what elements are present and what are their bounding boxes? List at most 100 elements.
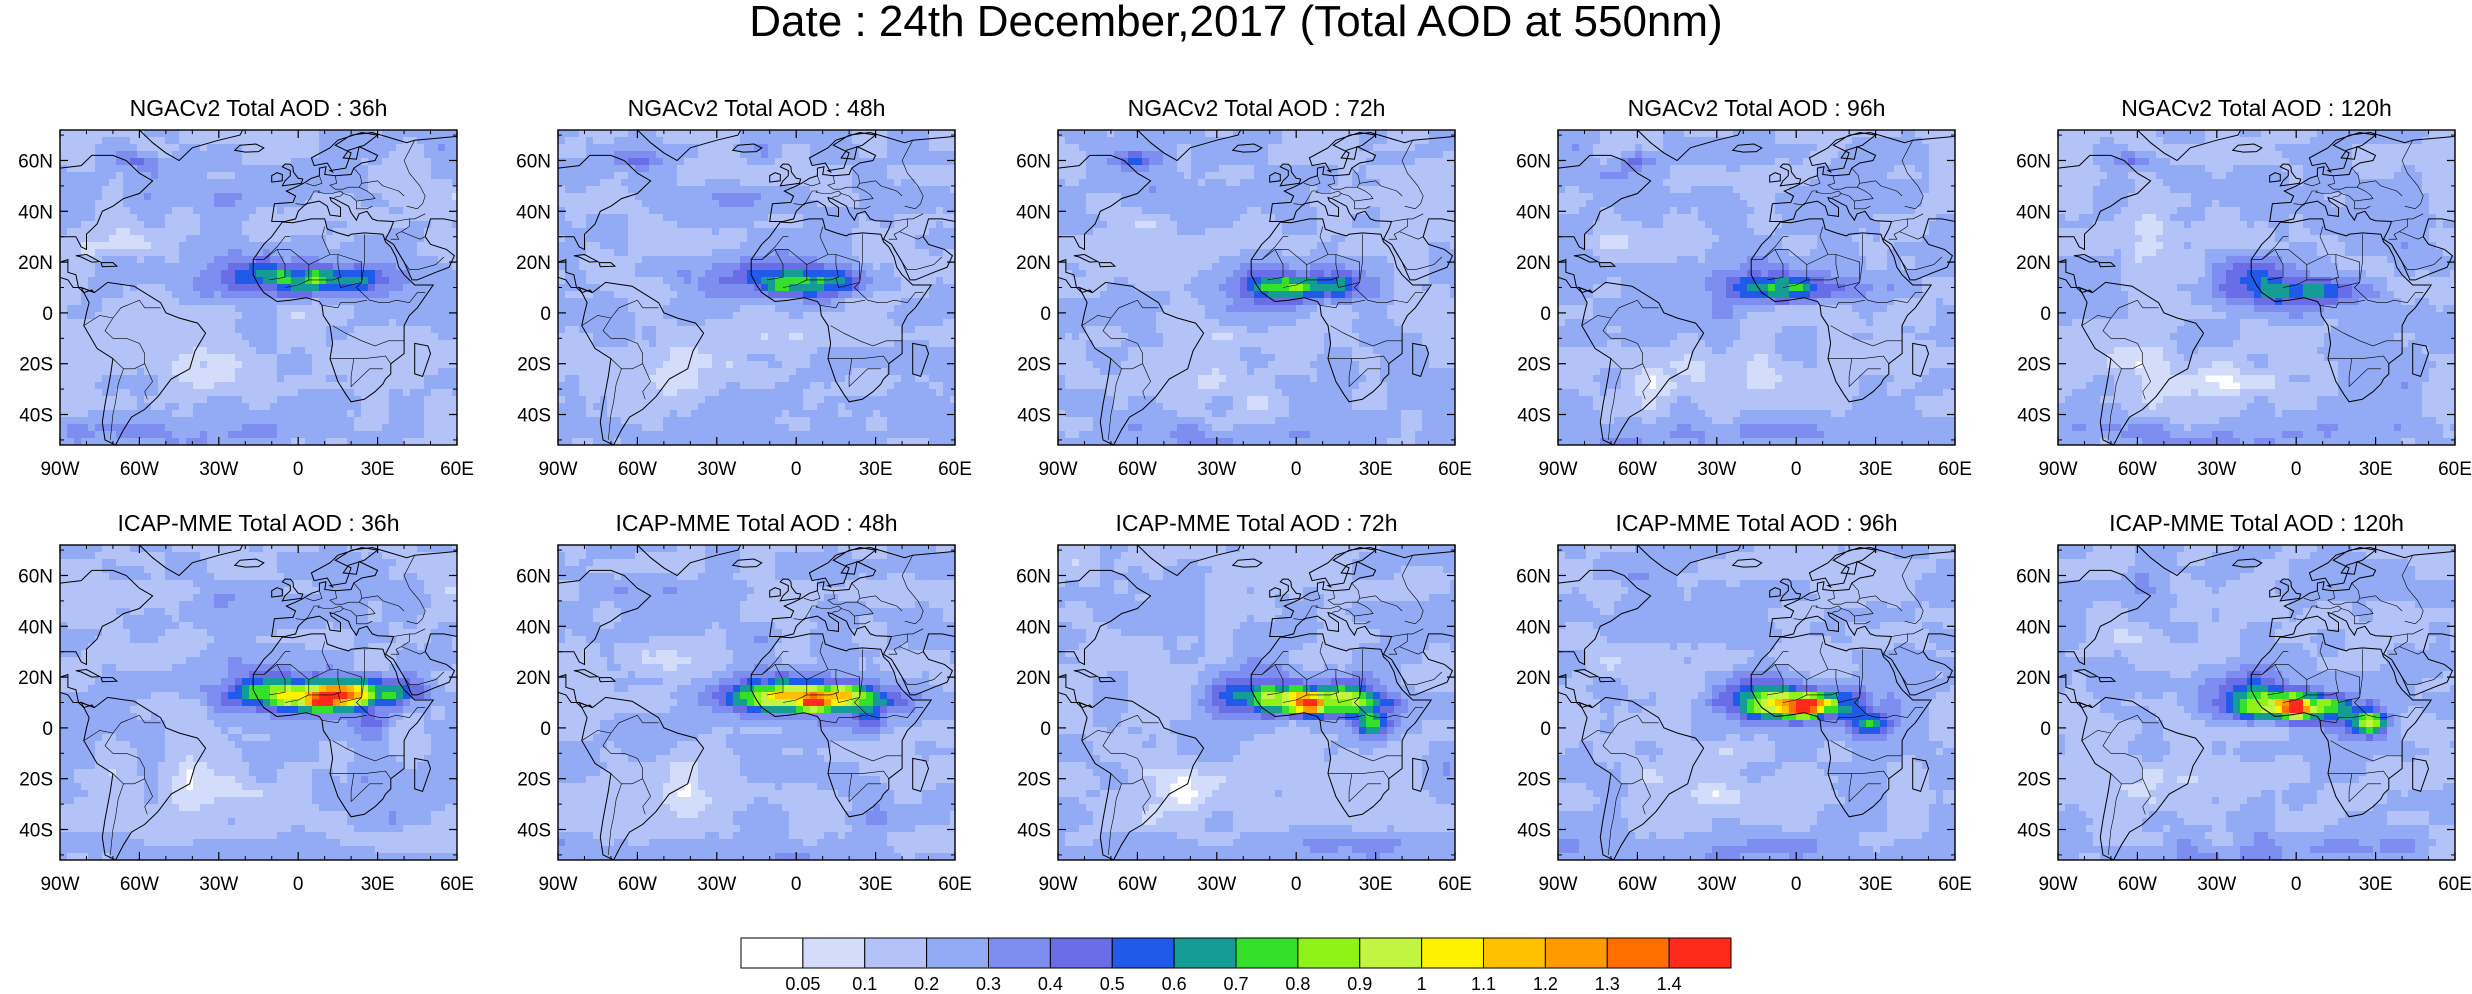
aod-cell [859, 158, 867, 166]
aod-cell [810, 165, 818, 173]
aod-cell [663, 228, 671, 236]
aod-cell [291, 179, 299, 187]
aod-cell [396, 172, 404, 180]
aod-cell [396, 340, 404, 348]
aod-cell [235, 137, 243, 145]
aod-cell [116, 340, 124, 348]
aod-cell [614, 368, 622, 376]
aod-cell [719, 319, 727, 327]
aod-cell [158, 312, 166, 320]
aod-cell [200, 165, 208, 173]
aod-cell [936, 256, 944, 264]
aod-cell [368, 242, 376, 250]
aod-cell [586, 151, 594, 159]
aod-cell [698, 340, 706, 348]
aod-cell [81, 277, 89, 285]
aod-cell [137, 144, 145, 152]
aod-cell [207, 326, 215, 334]
aod-cell [95, 284, 103, 292]
aod-cell [614, 165, 622, 173]
aod-cell [137, 130, 145, 138]
aod-cell [929, 403, 937, 411]
aod-cell [845, 263, 853, 271]
aod-cell [901, 270, 909, 278]
aod-cell [796, 158, 804, 166]
aod-cell [719, 347, 727, 355]
aod-cell [228, 375, 236, 383]
aod-cell [586, 403, 594, 411]
aod-cell [782, 137, 790, 145]
aod-cell [403, 235, 411, 243]
aod-cell [656, 179, 664, 187]
aod-cell [144, 431, 152, 439]
aod-cell [88, 214, 96, 222]
aod-cell [326, 179, 334, 187]
aod-cell [852, 249, 860, 257]
aod-cell [796, 270, 804, 278]
aod-cell [565, 270, 573, 278]
aod-cell [277, 270, 285, 278]
aod-cell [719, 312, 727, 320]
aod-cell [586, 326, 594, 334]
aod-cell [754, 312, 762, 320]
aod-cell [768, 221, 776, 229]
aod-cell [950, 291, 955, 299]
aod-cell [340, 277, 348, 285]
aod-cell [817, 263, 825, 271]
aod-cell [663, 319, 671, 327]
aod-cell [67, 284, 75, 292]
aod-cell [137, 221, 145, 229]
aod-cell [60, 291, 68, 299]
aod-cell [691, 179, 699, 187]
aod-cell [740, 165, 748, 173]
aod-cell [438, 256, 446, 264]
aod-cell [109, 305, 117, 313]
country-border [277, 249, 310, 288]
aod-cell [277, 375, 285, 383]
aod-cell [614, 361, 622, 369]
aod-cell [684, 207, 692, 215]
aod-cell [123, 172, 131, 180]
aod-cell [60, 319, 68, 327]
aod-cell [165, 410, 173, 418]
aod-cell [901, 221, 909, 229]
aod-cell [929, 354, 937, 362]
aod-cell [698, 347, 706, 355]
aod-cell [396, 291, 404, 299]
aod-cell [936, 137, 944, 145]
aod-cell [642, 172, 650, 180]
aod-cell [635, 151, 643, 159]
aod-cell [635, 354, 643, 362]
aod-cell [368, 186, 376, 194]
aod-cell [670, 382, 678, 390]
aod-cell [221, 270, 229, 278]
aod-cell [838, 298, 846, 306]
aod-cell [824, 340, 832, 348]
aod-cell [691, 221, 699, 229]
aod-cell [880, 256, 888, 264]
aod-cell [389, 158, 397, 166]
aod-cell [319, 298, 327, 306]
aod-cell [67, 144, 75, 152]
aod-cell [298, 312, 306, 320]
aod-cell [565, 368, 573, 376]
aod-cell [922, 382, 930, 390]
aod-cell [193, 158, 201, 166]
aod-cell [733, 389, 741, 397]
aod-cell [859, 137, 867, 145]
aod-cell [172, 235, 180, 243]
aod-cell [880, 130, 888, 138]
aod-cell [95, 438, 103, 445]
aod-cell [684, 403, 692, 411]
aod-cell [389, 207, 397, 215]
aod-cell [340, 389, 348, 397]
aod-cell [193, 235, 201, 243]
aod-cell [354, 333, 362, 341]
aod-cell [417, 228, 425, 236]
aod-cell [663, 410, 671, 418]
aod-cell [880, 228, 888, 236]
aod-cell [326, 158, 334, 166]
aod-cell [354, 382, 362, 390]
aod-cell [130, 410, 138, 418]
aod-cell [803, 403, 811, 411]
